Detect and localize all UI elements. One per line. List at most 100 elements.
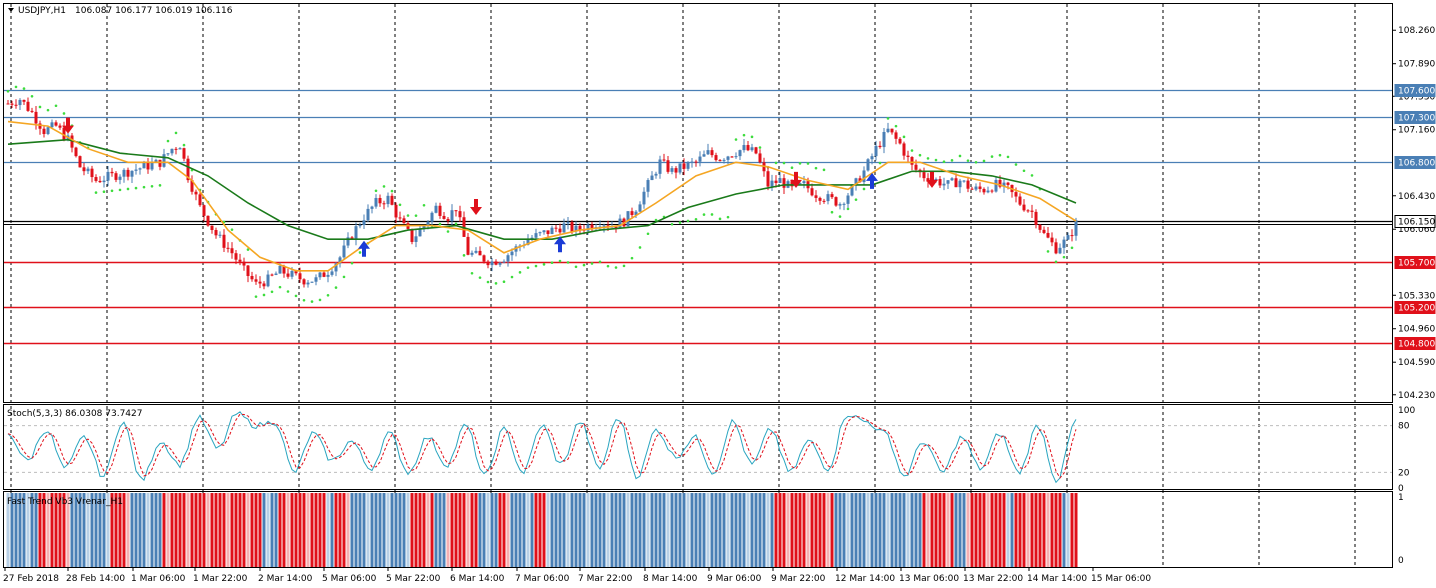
candle-body (383, 203, 386, 204)
trend-bar (403, 493, 406, 567)
sar-dot (943, 160, 946, 163)
candle-body (647, 180, 650, 192)
trend-bar (587, 493, 590, 567)
trend-bar (683, 493, 686, 567)
candle-body (827, 194, 830, 201)
candle-body (1047, 233, 1050, 238)
trend-bar (331, 493, 334, 567)
sar-dot (831, 211, 834, 214)
trend-bar (983, 493, 986, 567)
candle-body (219, 235, 222, 236)
sar-dot (311, 300, 314, 303)
trend-bar (563, 493, 566, 567)
sar-dot (607, 265, 610, 268)
candle-body (659, 159, 662, 173)
trend-bar (699, 493, 702, 567)
candle-body (959, 181, 962, 187)
candle-body (443, 216, 446, 219)
candle-body (431, 213, 434, 222)
trend-bar (203, 493, 206, 567)
sar-dot (319, 299, 322, 302)
candle-body (887, 129, 890, 132)
trend-bar (887, 493, 890, 567)
trend-bar (427, 493, 430, 567)
candle-body (455, 210, 458, 211)
candle-body (563, 223, 566, 232)
sar-dot (791, 166, 794, 169)
trend-bar (1071, 493, 1074, 567)
sar-dot (287, 290, 290, 293)
sar-dot (959, 155, 962, 158)
candle-body (115, 173, 118, 180)
level-tag-label: 106.150 (1398, 218, 1435, 228)
trend-bar (467, 493, 470, 567)
candle-body (551, 228, 554, 234)
candle-body (663, 159, 666, 160)
trend-bar (883, 493, 886, 567)
trend-bar (503, 493, 506, 567)
candle-body (703, 154, 706, 156)
time-label: 28 Feb 14:00 (66, 574, 125, 584)
candle-body (503, 261, 506, 262)
trend-bar (751, 493, 754, 567)
trend-bar (515, 493, 518, 567)
trend-bar (583, 493, 586, 567)
candle-body (547, 230, 550, 234)
candle-body (539, 232, 542, 233)
candle-body (103, 181, 106, 182)
trend-bar (631, 493, 634, 567)
sar-dot (335, 286, 338, 289)
trend-bar (471, 493, 474, 567)
trend-bar (255, 493, 258, 567)
price-label: 107.160 (1398, 126, 1435, 136)
sar-dot (39, 106, 42, 109)
sar-dot (151, 185, 154, 188)
sar-dot (455, 223, 458, 226)
candle-body (419, 229, 422, 236)
trend-bar (1007, 493, 1010, 567)
trend-tick-label: 1 (1398, 493, 1404, 503)
sar-dot (783, 162, 786, 165)
time-label: 1 Mar 22:00 (193, 574, 248, 584)
candle-body (631, 211, 634, 215)
time-label: 7 Mar 22:00 (578, 574, 633, 584)
trend-bar (851, 493, 854, 567)
candle-body (643, 192, 646, 205)
candle-body (863, 170, 866, 182)
sar-dot (799, 162, 802, 165)
sar-dot (711, 213, 714, 216)
sar-dot (639, 246, 642, 249)
candle-body (51, 122, 54, 127)
trend-bar (987, 493, 990, 567)
time-label: 7 Mar 06:00 (515, 574, 570, 584)
candle-body (871, 156, 874, 159)
candle-body (767, 171, 770, 186)
sar-dot (279, 286, 282, 289)
candle-body (203, 205, 206, 216)
trend-bar (771, 493, 774, 567)
trend-bar (651, 493, 654, 567)
trend-bar (607, 493, 610, 567)
trend-bar (335, 493, 338, 567)
trend-bar (619, 493, 622, 567)
candle-body (739, 150, 742, 156)
trend-bar (355, 493, 358, 567)
candle-body (55, 122, 58, 125)
trend-bar (479, 493, 482, 567)
sar-dot (1071, 246, 1074, 249)
candle-body (727, 156, 730, 159)
trend-bar (271, 493, 274, 567)
candle-body (603, 225, 606, 226)
candle-body (723, 160, 726, 161)
trend-bar (131, 493, 134, 567)
trend-bar (835, 493, 838, 567)
candle-body (451, 210, 454, 221)
candle-body (195, 192, 198, 195)
candle-body (695, 162, 698, 163)
trend-bar (1055, 493, 1058, 567)
sar-dot (599, 260, 602, 263)
candle-body (667, 160, 670, 172)
trend-bar (307, 493, 310, 567)
candle-body (143, 163, 146, 169)
candle-body (747, 145, 750, 150)
